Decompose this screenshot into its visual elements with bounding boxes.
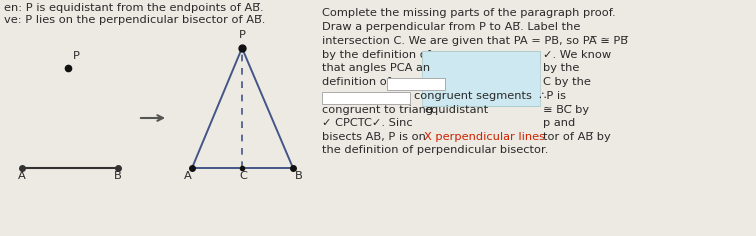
Text: that angles PCA an: that angles PCA an	[322, 63, 430, 73]
Text: equidistant: equidistant	[424, 105, 488, 115]
Text: p and: p and	[543, 118, 575, 128]
Text: Draw a perpendicular from P to AB̅. Label the: Draw a perpendicular from P to AB̅. Labe…	[322, 22, 581, 32]
Text: ✓. We know: ✓. We know	[543, 50, 611, 60]
Text: definition of: definition of	[322, 77, 391, 87]
Text: C: C	[239, 171, 247, 181]
Bar	[322, 92, 410, 104]
Text: A: A	[18, 171, 26, 181]
Text: A: A	[184, 171, 192, 181]
Text: ≅ BC̅ by: ≅ BC̅ by	[543, 105, 589, 115]
Text: en: P is equidistant from the endpoints of AB̅.: en: P is equidistant from the endpoints …	[4, 3, 264, 13]
Text: P: P	[73, 51, 80, 61]
Text: bisects AB, P is on: bisects AB, P is on	[322, 132, 426, 142]
Text: B: B	[114, 171, 122, 181]
Bar	[387, 78, 445, 90]
Text: X perpendicular lines: X perpendicular lines	[424, 132, 545, 142]
Text: by the definition of: by the definition of	[322, 50, 431, 60]
Text: B: B	[295, 171, 303, 181]
Text: ve: P lies on the perpendicular bisector of AB̅.: ve: P lies on the perpendicular bisector…	[4, 15, 265, 25]
Text: Complete the missing parts of the paragraph proof.: Complete the missing parts of the paragr…	[322, 8, 615, 18]
Text: intersection C. We are given that PA = PB, so PA̅ ≅ PB̅: intersection C. We are given that PA = P…	[322, 36, 628, 46]
Text: the definition of perpendicular bisector.: the definition of perpendicular bisector…	[322, 145, 548, 155]
Text: C by the: C by the	[543, 77, 591, 87]
Text: by the: by the	[543, 63, 579, 73]
Text: tor of AB̅ by: tor of AB̅ by	[543, 132, 611, 142]
Text: congruent to triang: congruent to triang	[322, 105, 433, 115]
Text: ✓ CPCTC✓. Sinc: ✓ CPCTC✓. Sinc	[322, 118, 413, 128]
Text: P: P	[239, 30, 246, 40]
Bar	[422, 51, 540, 106]
Text: congruent segments  ∴P is: congruent segments ∴P is	[414, 91, 566, 101]
Bar	[422, 51, 540, 64]
